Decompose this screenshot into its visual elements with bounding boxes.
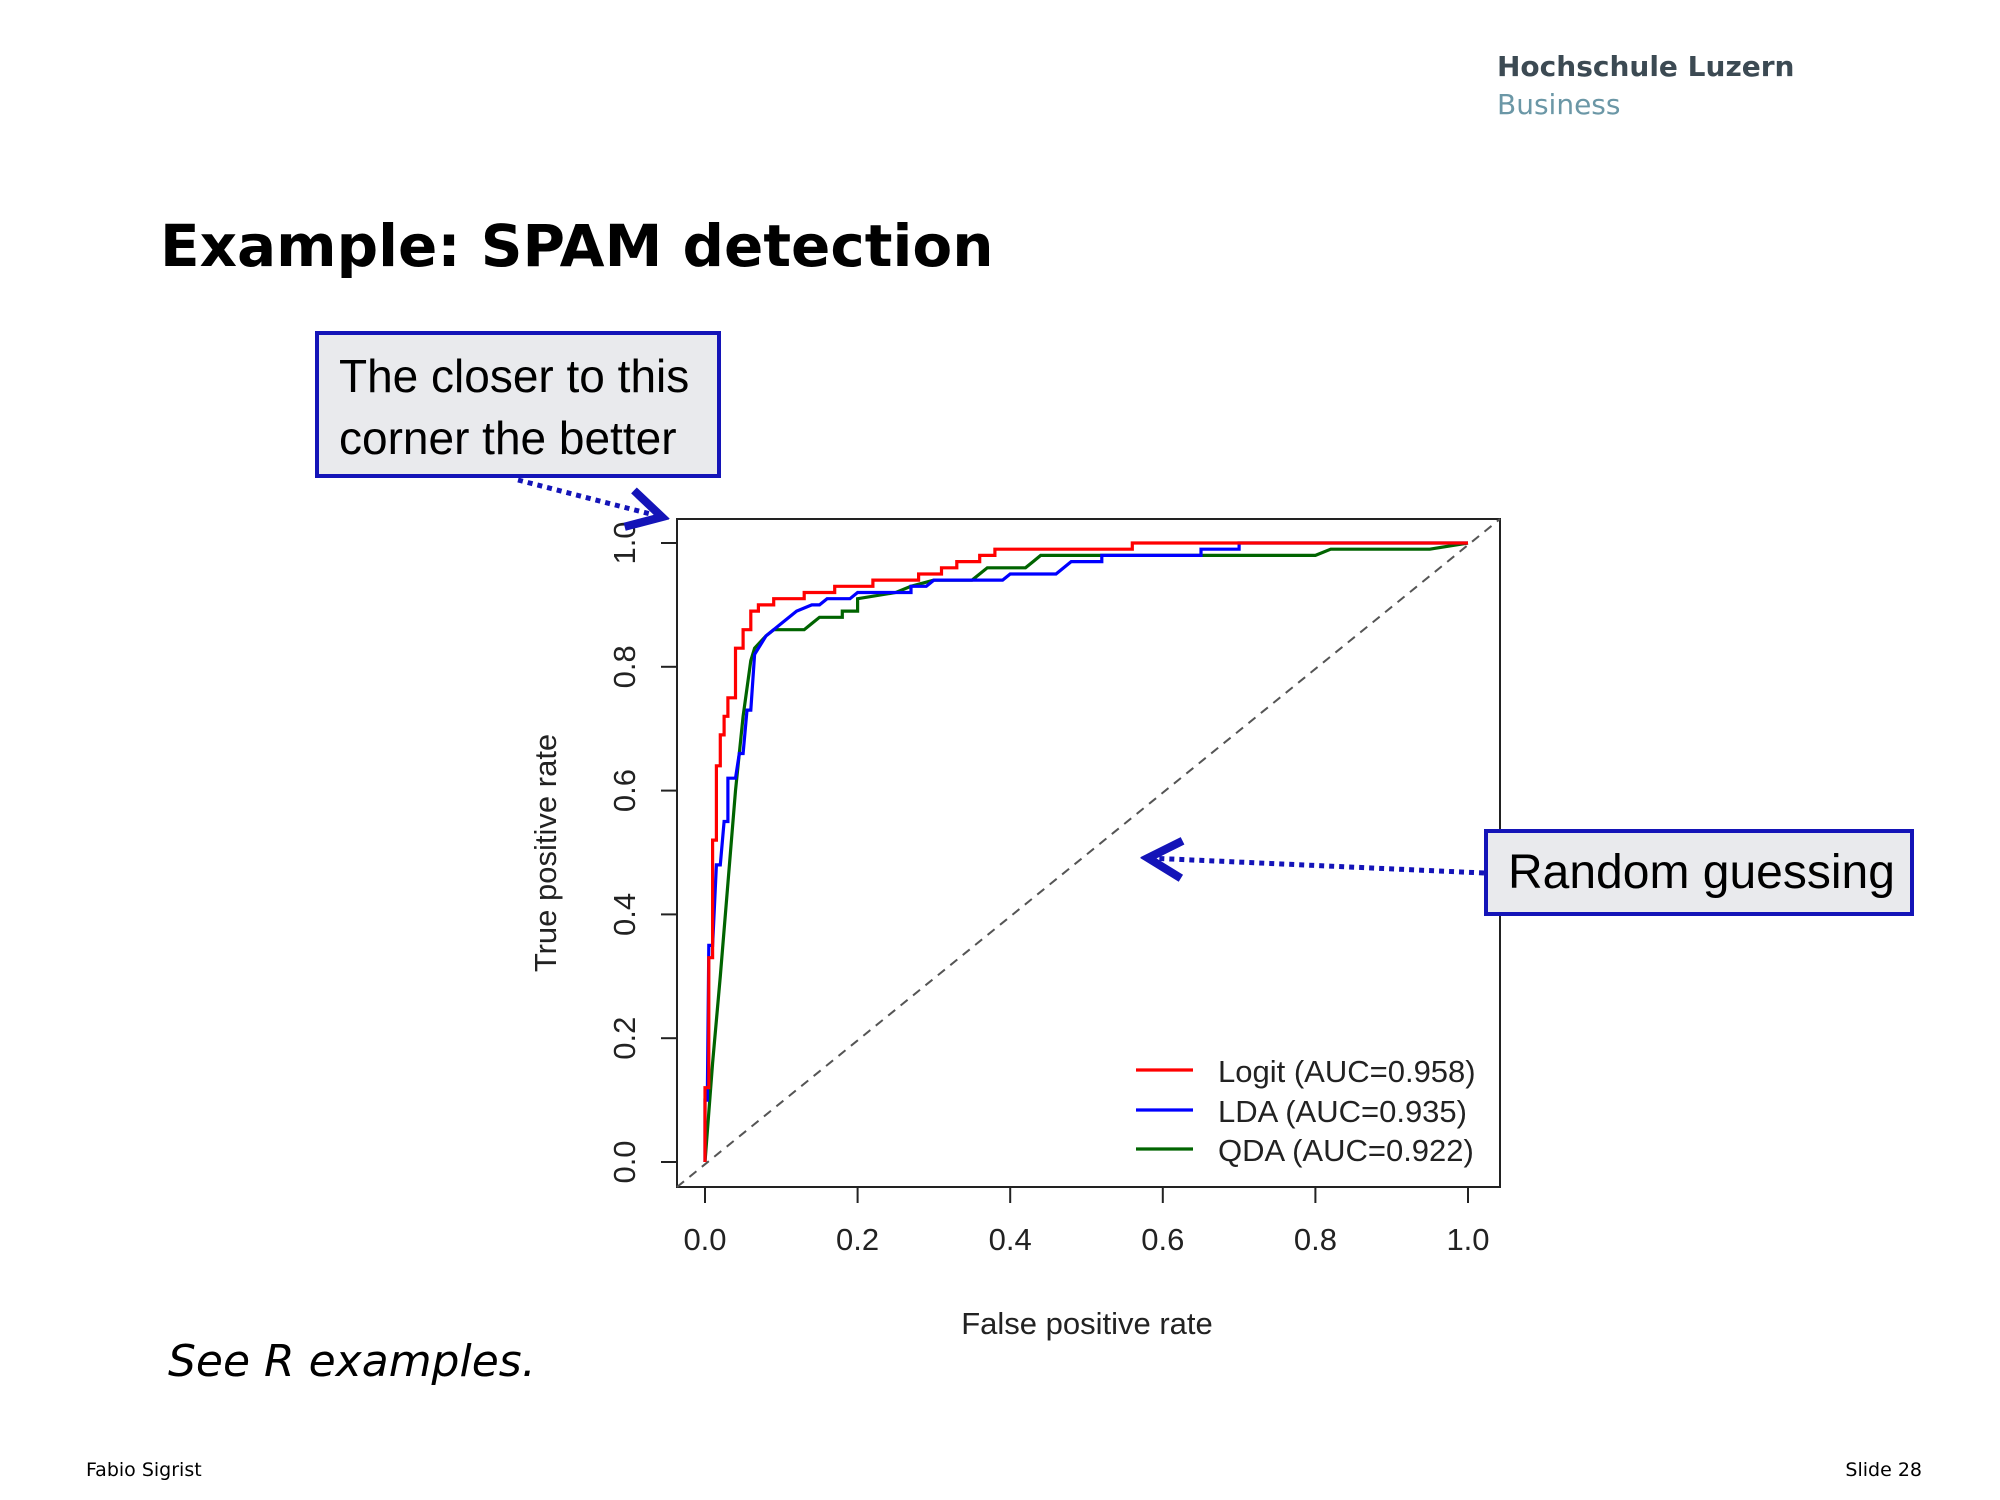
axes: 0.0 0.2 0.4 0.6 0.8 1.0 0.0 0.2 0.4 0.6 0.8 1.0 bbox=[607, 521, 1490, 1257]
corner-callout-line-1: The closer to this bbox=[339, 350, 690, 402]
x-tick-label: 0.0 bbox=[683, 1222, 726, 1257]
y-tick-label: 0.6 bbox=[607, 769, 642, 812]
footer-author: Fabio Sigrist bbox=[86, 1459, 202, 1481]
y-tick-label: 1.0 bbox=[607, 521, 642, 564]
random-guess-arrow bbox=[1148, 858, 1485, 873]
slide-title: Example: SPAM detection bbox=[160, 212, 994, 280]
brand-line-1: Hochschule Luzern bbox=[1497, 50, 1795, 83]
legend-label: Logit (AUC=0.958) bbox=[1218, 1054, 1476, 1089]
y-axis-label: True positive rate bbox=[528, 734, 563, 972]
x-axis-label: False positive rate bbox=[961, 1306, 1213, 1341]
legend-label: QDA (AUC=0.922) bbox=[1218, 1133, 1474, 1168]
series-line-logit bbox=[703, 541, 1468, 1162]
legend: Logit (AUC=0.958) LDA (AUC=0.935) QDA (AUC… bbox=[1136, 1054, 1476, 1168]
brand-logo: Hochschule Luzern Business bbox=[1497, 48, 1794, 124]
random-guess-callout: Random guessing bbox=[1484, 829, 1914, 916]
y-tick-label: 0.0 bbox=[607, 1140, 642, 1183]
x-tick-label: 0.4 bbox=[989, 1222, 1032, 1257]
x-tick-label: 1.0 bbox=[1446, 1222, 1489, 1257]
brand-line-2: Business bbox=[1497, 88, 1621, 121]
y-tick-label: 0.2 bbox=[607, 1017, 642, 1060]
footer-slide-number: Slide 28 bbox=[1845, 1459, 1922, 1481]
corner-callout: The closer to this corner the better bbox=[315, 331, 721, 478]
x-tick-label: 0.8 bbox=[1294, 1222, 1337, 1257]
legend-label: LDA (AUC=0.935) bbox=[1218, 1094, 1467, 1129]
x-tick-label: 0.6 bbox=[1141, 1222, 1184, 1257]
footnote: See R examples. bbox=[168, 1336, 536, 1387]
x-tick-label: 0.2 bbox=[836, 1222, 879, 1257]
series-line-lda bbox=[703, 541, 1468, 1162]
y-tick-label: 0.4 bbox=[607, 893, 642, 936]
corner-callout-line-2: corner the better bbox=[339, 412, 677, 464]
random-guess-line bbox=[676, 518, 1501, 1188]
corner-arrow bbox=[517, 477, 662, 517]
roc-curves bbox=[703, 541, 1469, 1163]
y-tick-label: 0.8 bbox=[607, 645, 642, 688]
